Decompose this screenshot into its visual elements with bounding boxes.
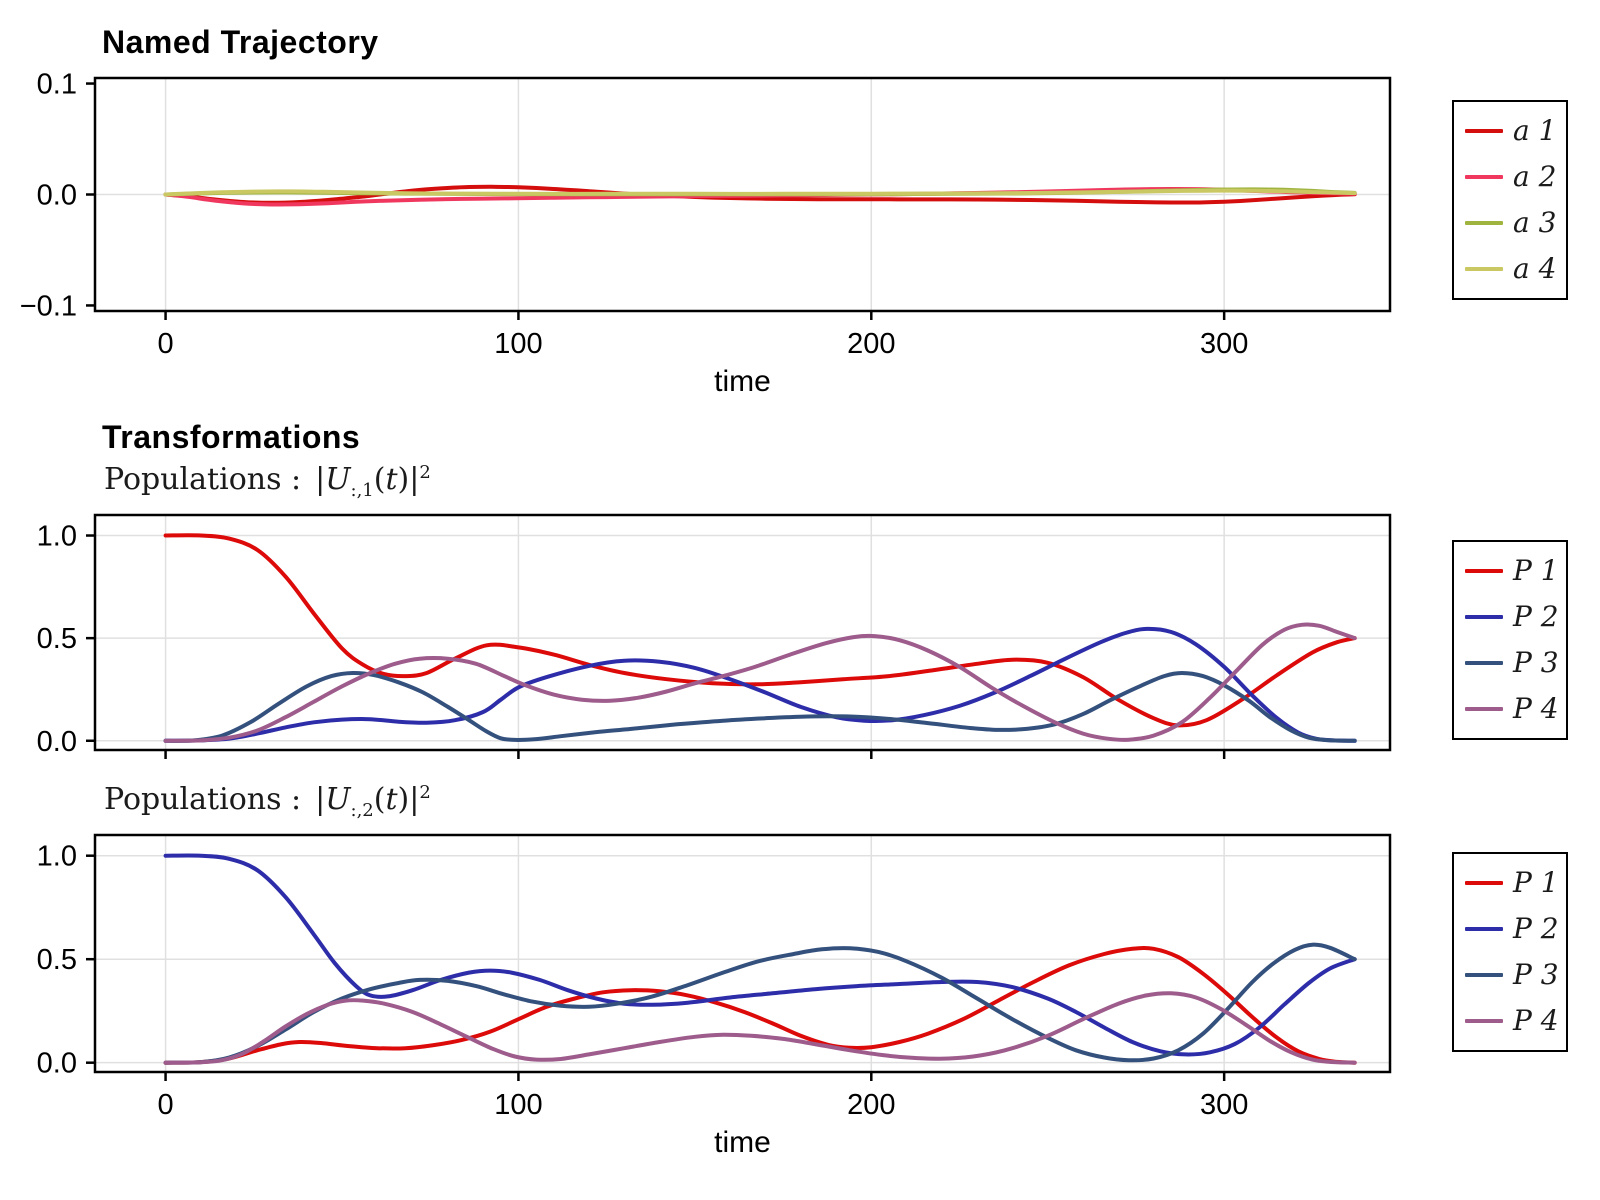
- series-line-p-3: [163, 942, 1357, 1065]
- legend-entry-label: P 1: [1513, 866, 1559, 899]
- populations-u2-chart: 1.0 0.5 0.0 0 100 200 300 time: [37, 833, 1392, 1159]
- legend-line-swatch: [1465, 881, 1503, 885]
- legend-entry: a 4: [1454, 255, 1566, 283]
- y-tick-label: 0.5: [37, 944, 77, 976]
- legend-entry-label: a 4: [1513, 252, 1557, 285]
- legend-entry-label: P 4: [1513, 1004, 1559, 1037]
- x-tick-label: 300: [1200, 1089, 1248, 1121]
- y-tick-label: 0.1: [37, 69, 77, 101]
- legend-entry-label: P 2: [1513, 600, 1559, 633]
- legend-entry: P 4: [1454, 1007, 1566, 1035]
- legend-entry: P 1: [1454, 869, 1566, 897]
- legend-entry: a 1: [1454, 117, 1566, 145]
- y-tick-label: 0.5: [37, 623, 77, 655]
- legend-entry-label: a 3: [1513, 206, 1557, 239]
- legend-entry: P 1: [1454, 557, 1566, 585]
- y-tick-label: 1.0: [37, 841, 77, 873]
- x-tick-label: 100: [494, 1089, 542, 1121]
- subtitle-populations-u2: Populations : |U:,2(t)|2: [104, 782, 431, 821]
- series-line-p-2: [163, 626, 1357, 743]
- series-line-p-2: [163, 853, 1357, 1057]
- named-trajectory-chart: 0.1 0.0 −0.1 0 100 200 300 time: [20, 69, 1392, 398]
- legend-named-trajectory: a 1 a 2 a 3 a 4: [1452, 100, 1568, 300]
- legend-line-swatch: [1465, 927, 1503, 931]
- legend-line-swatch: [1465, 221, 1503, 225]
- y-tick-label: −0.1: [20, 290, 77, 322]
- x-tick-label: 300: [1200, 328, 1248, 360]
- y-tick-label: 0.0: [37, 180, 77, 212]
- legend-line-swatch: [1465, 569, 1503, 573]
- legend-entry: a 3: [1454, 209, 1566, 237]
- y-tick-label: 0.0: [37, 726, 77, 758]
- x-tick-label: 0: [158, 328, 174, 360]
- legend-line-swatch: [1465, 661, 1503, 665]
- legend-entry: P 3: [1454, 649, 1566, 677]
- y-tick-label: 0.0: [37, 1048, 77, 1080]
- subtitle-populations-u1: Populations : |U:,1(t)|2: [104, 462, 431, 501]
- series-line-p-4: [163, 622, 1357, 743]
- legend-line-swatch: [1465, 175, 1503, 179]
- x-tick-label: 200: [847, 1089, 895, 1121]
- legend-line-swatch: [1465, 615, 1503, 619]
- legend-entry-label: P 4: [1513, 692, 1559, 725]
- x-axis-label: time: [714, 1126, 771, 1159]
- y-tick-label: 1.0: [37, 521, 77, 553]
- series-line-p-1: [163, 946, 1357, 1065]
- legend-line-swatch: [1465, 1019, 1503, 1023]
- x-tick-label: 100: [494, 328, 542, 360]
- x-tick-label: 0: [158, 1089, 174, 1121]
- legend-entry: P 4: [1454, 695, 1566, 723]
- chart-title-named-trajectory: Named Trajectory: [102, 24, 379, 60]
- series-line-a-4: [163, 188, 1357, 197]
- x-axis-label: time: [714, 365, 771, 398]
- legend-entry: P 2: [1454, 603, 1566, 631]
- legend-entry-label: P 3: [1513, 958, 1559, 991]
- legend-line-swatch: [1465, 129, 1503, 133]
- legend-entry-label: P 3: [1513, 646, 1559, 679]
- legend-entry: P 2: [1454, 915, 1566, 943]
- legend-entry-label: a 2: [1513, 160, 1557, 193]
- series-line-p-3: [163, 670, 1357, 743]
- legend-populations-u2: P 1 P 2 P 3 P 4: [1452, 852, 1568, 1052]
- x-tick-label: 200: [847, 328, 895, 360]
- legend-populations-u1: P 1 P 2 P 3 P 4: [1452, 540, 1568, 740]
- legend-entry-label: a 1: [1513, 114, 1557, 147]
- section-title-transformations: Transformations: [102, 419, 361, 455]
- legend-entry: a 2: [1454, 163, 1566, 191]
- legend-entry: P 3: [1454, 961, 1566, 989]
- legend-entry-label: P 1: [1513, 554, 1559, 587]
- legend-line-swatch: [1465, 973, 1503, 977]
- populations-u1-chart: 1.0 0.5 0.0: [37, 513, 1392, 759]
- series-line-p-4: [163, 991, 1357, 1065]
- legend-entry-label: P 2: [1513, 912, 1559, 945]
- legend-line-swatch: [1465, 267, 1503, 271]
- legend-line-swatch: [1465, 707, 1503, 711]
- series-line-p-1: [163, 533, 1357, 728]
